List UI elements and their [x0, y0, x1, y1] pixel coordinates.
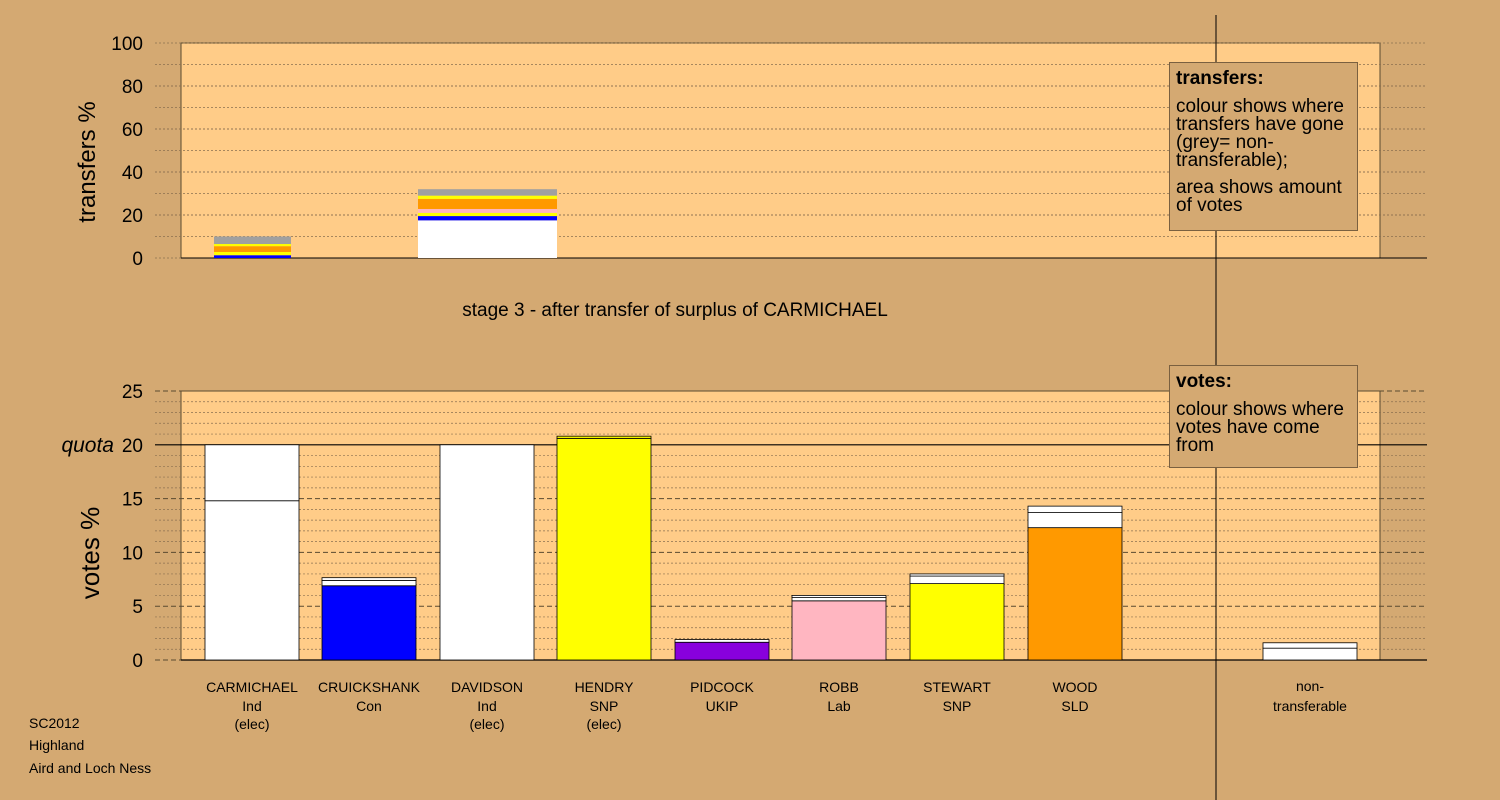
votes-tick-label: 5	[132, 597, 143, 618]
candidate-party: Con	[356, 698, 382, 714]
transfer-bar-segment	[418, 212, 557, 217]
candidate-name: DAVIDSON	[451, 679, 523, 695]
transfers-tick-label: 20	[122, 206, 143, 227]
footer-ward: Aird and Loch Ness	[29, 760, 152, 776]
transfers-legend-title: transfers:	[1176, 68, 1264, 89]
transfers-legend-line2: area shows amount of votes	[1176, 177, 1342, 216]
candidate-party: Ind	[242, 698, 261, 714]
transfer-bar-segment	[214, 251, 291, 256]
transfers-legend-line1: colour shows where transfers have gone (…	[1176, 96, 1344, 171]
vote-bar-segment	[204, 500, 300, 661]
transfer-bar-segment	[418, 208, 557, 213]
candidate-party: SNP	[943, 698, 972, 714]
stage-title: stage 3 - after transfer of surplus of C…	[462, 300, 888, 321]
votes-panel: 0 5 10 15 20 25 quota votes % CARMICHAEL Ind (elec…	[61, 382, 1427, 732]
vote-bar-segment	[791, 597, 887, 602]
vote-bar-segment	[321, 577, 417, 581]
transfer-bar-segment	[214, 255, 291, 258]
votes-tick-label: 15	[122, 490, 143, 511]
transfer-bar-segment	[214, 244, 291, 247]
transfer-bar-segment	[418, 220, 557, 258]
votes-tick-label: 25	[122, 382, 143, 403]
transfer-bar-segment	[418, 198, 557, 209]
candidate-status: (elec)	[234, 716, 269, 732]
votes-legend: votes: colour shows where votes have com…	[1169, 365, 1358, 468]
candidate-name: STEWART	[923, 679, 991, 695]
vote-bar-segment	[1027, 512, 1123, 529]
transfers-axis-label: transfers %	[74, 101, 101, 222]
candidate-status: (elec)	[469, 716, 504, 732]
candidate-name: WOOD	[1052, 679, 1097, 695]
vote-bar-segment	[556, 435, 652, 439]
candidate-name: HENDRY	[575, 679, 635, 695]
candidate-party: Lab	[827, 698, 851, 714]
votes-legend-body: colour shows where votes have come from	[1176, 399, 1344, 456]
vote-bar-segment	[1262, 647, 1358, 661]
vote-bar-segment	[909, 575, 1005, 585]
transfers-tick-label: 80	[122, 77, 143, 98]
candidate-status: (elec)	[586, 716, 621, 732]
vote-bar-segment	[1027, 505, 1123, 513]
votes-legend-title: votes:	[1176, 371, 1232, 392]
vote-bar-segment	[556, 437, 652, 661]
transfers-tick-label: 40	[122, 163, 143, 184]
vote-bar-segment	[791, 600, 887, 661]
vote-bar-segment	[1262, 642, 1358, 649]
footer-election: SC2012	[29, 715, 80, 731]
candidate-name: ROBB	[819, 679, 859, 695]
vote-bar-segment	[1027, 527, 1123, 661]
votes-axis-label: votes %	[75, 507, 105, 600]
non-transferable-label: transferable	[1273, 698, 1347, 714]
vote-bar-segment	[321, 585, 417, 661]
vote-bar-segment	[321, 579, 417, 587]
votes-tick-label: 20	[122, 436, 143, 457]
vote-bar-segment	[791, 595, 887, 598]
candidate-name: CARMICHAEL	[206, 679, 298, 695]
transfers-tick-label: 100	[111, 34, 143, 55]
candidate-name: CRUICKSHANK	[318, 679, 421, 695]
transfer-bar-segment	[214, 246, 291, 252]
transfer-bar-segment	[214, 236, 291, 245]
transfers-tick-label: 0	[132, 249, 143, 270]
transfers-legend: transfers: colour shows where transfers …	[1169, 62, 1358, 231]
transfer-bar-segment	[418, 189, 557, 196]
vote-bar-segment	[909, 573, 1005, 577]
transfer-bar-segment	[418, 195, 557, 199]
candidate-party: SNP	[590, 698, 619, 714]
candidate-party: SLD	[1061, 698, 1088, 714]
vote-bar-segment	[439, 444, 535, 661]
candidate-party: Ind	[477, 698, 496, 714]
footer-council: Highland	[29, 737, 85, 753]
vote-bar-segment	[909, 583, 1005, 661]
non-transferable-label: non-	[1296, 678, 1324, 694]
vote-bar-segment	[204, 444, 300, 502]
quota-label: quota	[61, 434, 114, 457]
transfer-bar-segment	[418, 216, 557, 221]
candidate-party: UKIP	[706, 698, 739, 714]
vote-bar-segment	[674, 639, 770, 643]
candidate-name: PIDCOCK	[690, 679, 754, 695]
votes-tick-label: 10	[122, 543, 143, 564]
votes-tick-label: 0	[132, 651, 143, 672]
transfers-tick-label: 60	[122, 120, 143, 141]
vote-bar-segment	[674, 641, 770, 661]
